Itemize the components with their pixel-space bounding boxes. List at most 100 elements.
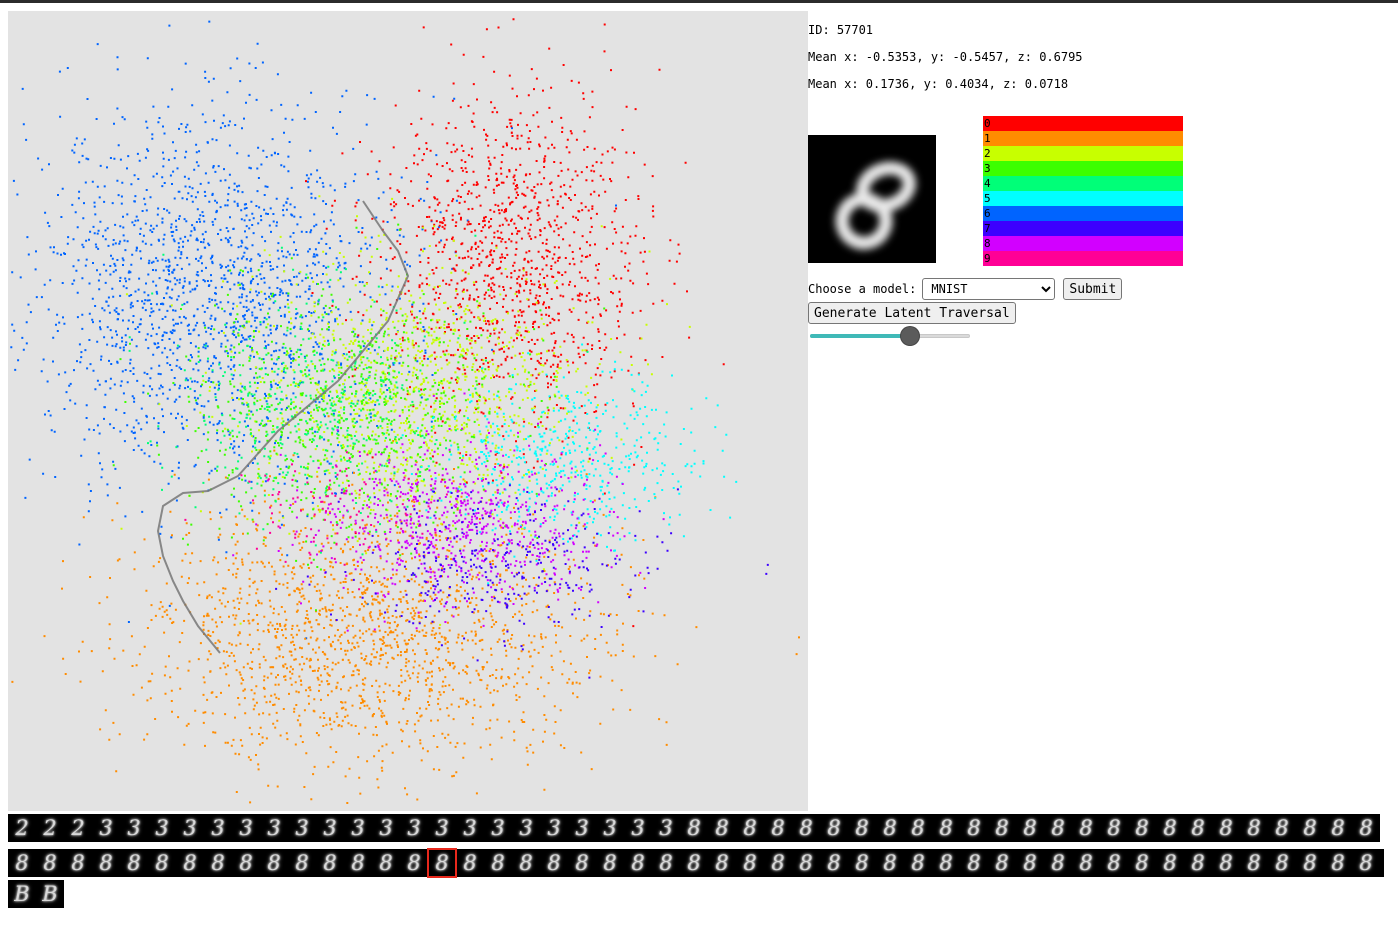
traversal-thumbnail[interactable]: 8 [1268,849,1296,877]
traversal-thumbnail[interactable]: 8 [64,849,92,877]
traversal-thumbnail[interactable]: 8 [1184,814,1212,842]
traversal-thumbnail[interactable]: 3 [484,814,512,842]
traversal-thumbnail[interactable]: 8 [400,849,428,877]
traversal-thumbnail[interactable]: 8 [904,849,932,877]
submit-button[interactable]: Submit [1063,278,1123,300]
traversal-thumbnail[interactable]: 8 [176,849,204,877]
traversal-thumbnail[interactable]: 8 [820,849,848,877]
traversal-thumbnail[interactable]: 8 [848,814,876,842]
traversal-thumbnail[interactable]: 8 [1184,849,1212,877]
traversal-thumbnail[interactable]: 8 [736,849,764,877]
traversal-thumbnail[interactable]: 8 [1128,814,1156,842]
traversal-thumbnail[interactable]: 8 [848,849,876,877]
traversal-thumbnail[interactable]: 8 [92,849,120,877]
traversal-thumbnail[interactable]: 8 [1072,814,1100,842]
traversal-thumbnail[interactable]: 8 [708,814,736,842]
traversal-thumbnail[interactable]: 3 [120,814,148,842]
traversal-thumbnail[interactable]: B [36,880,64,908]
traversal-thumbnail[interactable]: 8 [764,814,792,842]
traversal-thumbnail[interactable]: 8 [540,849,568,877]
traversal-thumbnail[interactable]: 3 [316,814,344,842]
traversal-thumbnail[interactable]: 8 [652,849,680,877]
traversal-thumbnail[interactable]: 8 [1100,814,1128,842]
traversal-thumbnail[interactable]: 8 [1128,849,1156,877]
traversal-thumbnail[interactable]: 8 [960,814,988,842]
traversal-thumbnail[interactable]: 3 [568,814,596,842]
model-select[interactable]: MNIST [922,278,1056,300]
traversal-thumbnail[interactable]: 8 [1100,849,1128,877]
latent-scatter-plot[interactable] [8,11,808,811]
traversal-thumbnail[interactable]: 8 [8,849,36,877]
traversal-thumbnail[interactable]: 8 [316,849,344,877]
traversal-thumbnail[interactable]: 3 [148,814,176,842]
traversal-thumbnail[interactable]: 8 [1352,849,1380,877]
traversal-thumbnail[interactable]: 8 [988,849,1016,877]
traversal-thumbnail[interactable]: 8 [736,814,764,842]
traversal-thumbnail[interactable]: 8 [204,849,232,877]
traversal-thumbnail[interactable]: 3 [596,814,624,842]
traversal-thumbnail[interactable]: 3 [624,814,652,842]
traversal-thumbnail[interactable]: 8 [1240,814,1268,842]
traversal-thumbnail[interactable]: 8 [820,814,848,842]
traversal-thumbnail[interactable]: 3 [260,814,288,842]
traversal-slider[interactable] [810,326,970,346]
traversal-thumbnail[interactable]: 8 [680,814,708,842]
traversal-thumbnail[interactable]: 8 [260,849,288,877]
traversal-thumbnail[interactable]: 8 [1212,814,1240,842]
traversal-thumbnail[interactable]: 8 [288,849,316,877]
traversal-thumbnail[interactable]: 2 [36,814,64,842]
traversal-thumbnail[interactable]: 3 [540,814,568,842]
traversal-thumbnail[interactable]: 2 [64,814,92,842]
traversal-thumbnail[interactable]: 8 [876,814,904,842]
traversal-thumbnail[interactable]: 8 [876,849,904,877]
traversal-thumbnail[interactable]: 8 [988,814,1016,842]
traversal-thumbnail[interactable]: 8 [484,849,512,877]
traversal-thumbnail[interactable]: 3 [652,814,680,842]
traversal-thumbnail[interactable]: 8 [568,849,596,877]
traversal-thumbnail[interactable]: 8 [344,849,372,877]
generate-traversal-button[interactable]: Generate Latent Traversal [808,302,1016,324]
traversal-thumbnail[interactable]: 8 [1016,814,1044,842]
traversal-thumbnail[interactable]: 2 [8,814,36,842]
traversal-thumbnail[interactable]: 3 [232,814,260,842]
traversal-thumbnail[interactable]: 8 [596,849,624,877]
traversal-thumbnail[interactable]: 3 [456,814,484,842]
traversal-thumbnail[interactable]: 3 [288,814,316,842]
traversal-thumbnail[interactable]: 8 [708,849,736,877]
traversal-thumbnail[interactable]: 8 [624,849,652,877]
traversal-thumbnail[interactable]: 8 [1212,849,1240,877]
traversal-thumbnail[interactable]: 8 [1044,814,1072,842]
traversal-thumbnail[interactable]: 8 [1044,849,1072,877]
traversal-thumbnail[interactable]: 8 [1072,849,1100,877]
traversal-thumbnail[interactable]: 8 [680,849,708,877]
traversal-thumbnail[interactable]: 3 [176,814,204,842]
traversal-thumbnail[interactable]: 8 [1352,814,1380,842]
traversal-thumbnail[interactable]: 8 [427,848,457,878]
traversal-thumbnail[interactable]: 8 [1016,849,1044,877]
traversal-thumbnail[interactable]: 8 [1296,814,1324,842]
traversal-thumbnail[interactable]: 8 [1156,849,1184,877]
traversal-thumbnail[interactable]: 3 [400,814,428,842]
traversal-thumbnail[interactable]: 8 [232,849,260,877]
traversal-thumbnail[interactable]: 8 [512,849,540,877]
traversal-thumbnail[interactable]: 8 [792,814,820,842]
traversal-thumbnail[interactable]: 8 [456,849,484,877]
traversal-thumbnail[interactable]: 3 [204,814,232,842]
traversal-thumbnail[interactable]: 3 [428,814,456,842]
traversal-thumbnail[interactable]: 8 [36,849,64,877]
traversal-thumbnail[interactable]: 8 [764,849,792,877]
traversal-thumbnail[interactable]: 8 [1240,849,1268,877]
traversal-thumbnail[interactable]: 8 [148,849,176,877]
traversal-thumbnail[interactable]: 8 [932,814,960,842]
traversal-thumbnail[interactable]: 8 [904,814,932,842]
slider-thumb[interactable] [901,327,919,345]
traversal-thumbnail[interactable]: 8 [792,849,820,877]
traversal-thumbnail[interactable]: 8 [1296,849,1324,877]
traversal-thumbnail[interactable]: 3 [92,814,120,842]
traversal-thumbnail[interactable]: 8 [1324,849,1352,877]
traversal-thumbnail[interactable]: 3 [372,814,400,842]
traversal-thumbnail[interactable]: 8 [960,849,988,877]
traversal-thumbnail[interactable]: 3 [344,814,372,842]
traversal-thumbnail[interactable]: 8 [120,849,148,877]
traversal-thumbnail[interactable]: 8 [1156,814,1184,842]
